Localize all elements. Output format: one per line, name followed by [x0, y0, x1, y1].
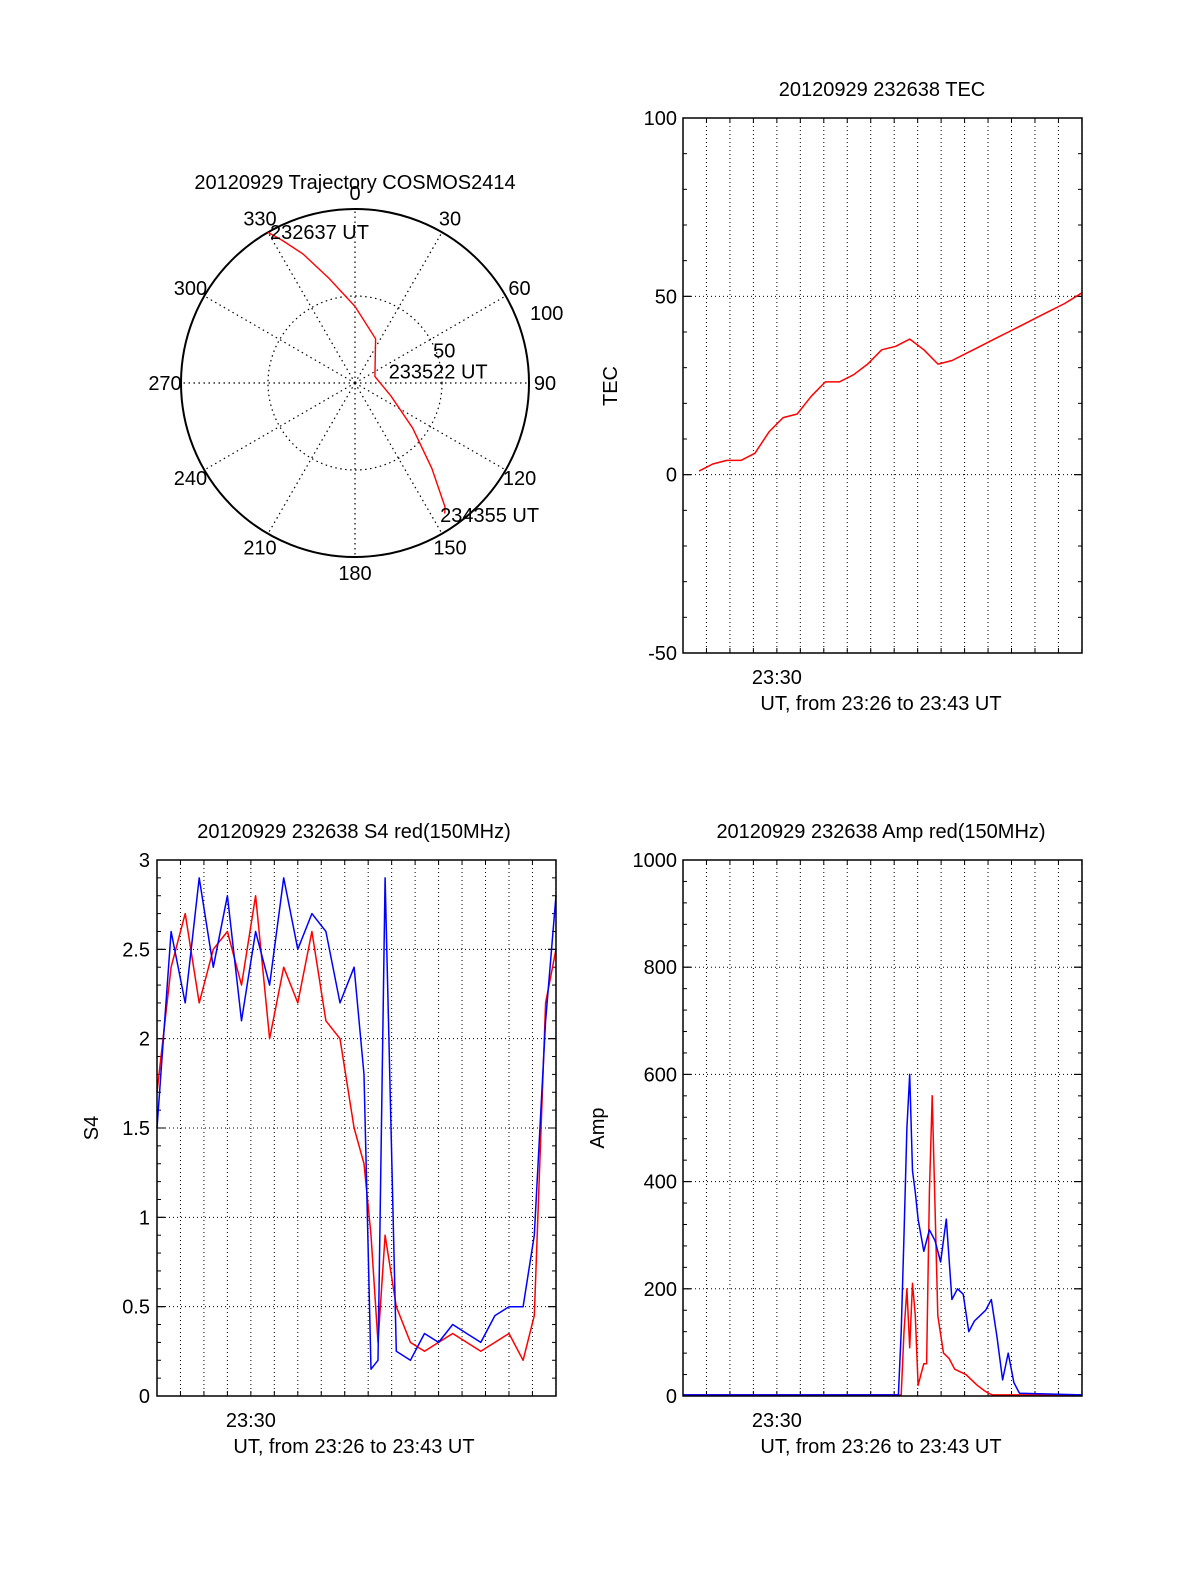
polar-angle-labels: 0 30 60 90 120 150 180 210 240 270 300 330 — [148, 183, 556, 585]
chart-title: 20120929 232638 TEC — [779, 79, 985, 101]
y-tick-label: 0 — [666, 1386, 677, 1408]
series-line — [683, 1095, 1082, 1396]
polar-angle-label: 0 — [349, 183, 360, 205]
polar-angle-label: 150 — [433, 538, 466, 560]
polar-trajectory-series — [267, 231, 446, 514]
x-tick-label: 23:30 — [752, 667, 802, 689]
y-tick-label: 2 — [139, 1029, 150, 1051]
polar-gridline-spoke — [204, 295, 356, 384]
series-group — [156, 877, 557, 1370]
polar-gridline-spoke — [354, 382, 506, 471]
y-tick-label: 50 — [655, 286, 677, 308]
polar-angle-label: 300 — [174, 278, 207, 300]
y-axis-label: Amp — [587, 1107, 609, 1148]
polar-gridline-spoke — [267, 382, 356, 534]
y-tick-label: 0 — [139, 1386, 150, 1408]
polar-angle-label: 240 — [174, 468, 207, 490]
y-tick-label: -50 — [648, 643, 677, 665]
polar-angle-label: 210 — [243, 538, 276, 560]
y-tick-label: 2.5 — [122, 939, 150, 961]
polar-gridline-spoke — [267, 232, 356, 384]
y-tick-label: 0.5 — [122, 1297, 150, 1319]
polar-gridline-spoke — [204, 382, 356, 471]
polar-radius-label: 50 — [433, 341, 455, 363]
trajectory-time-label: 234355 UT — [440, 505, 539, 527]
y-axis-label: TEC — [600, 366, 622, 406]
series-line — [156, 877, 557, 1370]
trajectory-time-label: 232637 UT — [270, 222, 369, 244]
y-tick-label: 3 — [139, 850, 150, 872]
y-tick-label: 1000 — [633, 850, 678, 872]
polar-grid — [180, 208, 530, 558]
y-tick-labels: 0 200 400 600 800 1000 — [633, 850, 678, 1408]
chart-title: 20120929 232638 Amp red(150MHz) — [716, 821, 1045, 843]
polar-title: 20120929 Trajectory COSMOS2414 — [194, 172, 515, 194]
plot-frame — [682, 117, 1083, 654]
y-tick-label: 1.5 — [122, 1118, 150, 1140]
series-group — [698, 292, 1083, 472]
x-axis-label: UT, from 23:26 to 23:43 UT — [233, 1436, 474, 1458]
polar-radius-label: 100 — [530, 303, 563, 325]
series-group — [683, 1073, 1083, 1396]
series-line — [683, 1073, 1083, 1396]
x-tick-labels: 23:30 — [752, 1410, 802, 1432]
y-axis-label: S4 — [81, 1116, 103, 1140]
grid — [157, 860, 557, 1396]
polar-gridline-spoke — [354, 295, 506, 384]
polar-angle-label: 120 — [503, 468, 536, 490]
s4-chart: 20120929 232638 S4 red(150MHz) S4 UT, fr… — [81, 821, 557, 1458]
polar-angle-label: 90 — [534, 373, 556, 395]
x-tick-labels: 23:30 — [752, 667, 802, 689]
x-tick-label: 23:30 — [226, 1410, 276, 1432]
polar-angle-label: 270 — [148, 373, 181, 395]
y-tick-labels: 0 0.5 1 1.5 2 2.5 3 — [122, 850, 150, 1408]
x-tick-labels: 23:30 — [226, 1410, 276, 1432]
tec-chart: 20120929 232638 TEC TEC UT, from 23:26 t… — [600, 79, 1083, 715]
polar-angle-label: 180 — [338, 563, 371, 585]
plot-frame — [156, 859, 557, 1397]
x-axis-label: UT, from 23:26 to 23:43 UT — [760, 1436, 1001, 1458]
y-tick-label: 100 — [644, 108, 677, 130]
polar-trajectory-chart: 20120929 Trajectory COSMOS2414 0 30 60 90 12… — [148, 172, 563, 585]
y-tick-label: 1 — [139, 1207, 150, 1229]
trajectory-time-label: 233522 UT — [389, 361, 488, 383]
y-tick-label: 600 — [644, 1064, 677, 1086]
polar-radius-labels: 50 100 — [433, 303, 563, 362]
x-tick-label: 23:30 — [752, 1410, 802, 1432]
polar-angle-label: 60 — [508, 278, 530, 300]
polar-angle-label: 30 — [439, 208, 461, 230]
polar-gridline-circle — [267, 295, 443, 471]
polar-annotations: 232637 UT 233522 UT 234355 UT — [270, 222, 539, 527]
series-line — [698, 292, 1083, 472]
polar-gridline-spoke — [354, 382, 443, 534]
amp-chart: 20120929 232638 Amp red(150MHz) Amp UT, … — [587, 821, 1083, 1458]
chart-title: 20120929 232638 S4 red(150MHz) — [197, 821, 511, 843]
x-axis-label: UT, from 23:26 to 23:43 UT — [760, 693, 1001, 715]
y-tick-labels: -50 0 50 100 — [644, 108, 677, 665]
y-tick-label: 200 — [644, 1279, 677, 1301]
trajectory-line — [267, 231, 446, 514]
polar-outer-circle — [180, 208, 530, 558]
grid — [683, 118, 1083, 653]
y-tick-label: 400 — [644, 1172, 677, 1194]
y-tick-label: 0 — [666, 465, 677, 487]
plot-frame — [682, 859, 1083, 1397]
y-tick-label: 800 — [644, 957, 677, 979]
polar-gridline-spoke — [354, 232, 443, 384]
polar-angle-label: 330 — [243, 208, 276, 230]
